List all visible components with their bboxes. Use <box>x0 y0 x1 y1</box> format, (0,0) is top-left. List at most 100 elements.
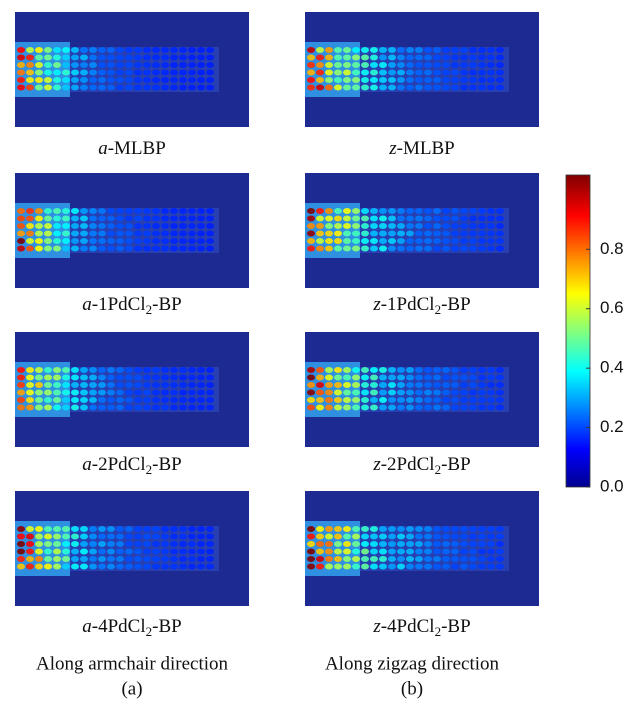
intensity-spot <box>125 389 133 396</box>
intensity-spot <box>62 84 70 91</box>
intensity-spot <box>35 533 43 540</box>
intensity-spot <box>415 77 423 83</box>
intensity-spot <box>469 541 477 547</box>
intensity-spot <box>35 245 43 252</box>
intensity-spot <box>62 548 70 555</box>
intensity-spot <box>116 69 124 76</box>
intensity-spot <box>53 84 61 91</box>
intensity-spot <box>35 230 43 237</box>
intensity-spot <box>343 548 351 555</box>
intensity-spot <box>17 397 25 403</box>
intensity-spot <box>478 238 486 244</box>
intensity-spot <box>98 556 106 562</box>
intensity-spot <box>179 238 187 244</box>
intensity-spot <box>35 374 43 381</box>
intensity-spot <box>206 397 214 403</box>
intensity-spot <box>460 238 468 244</box>
intensity-spot <box>334 54 342 61</box>
intensity-spot <box>17 404 25 411</box>
intensity-spot <box>379 526 387 532</box>
intensity-spot <box>388 54 396 61</box>
intensity-spot <box>352 223 360 229</box>
intensity-spot <box>406 541 414 547</box>
intensity-spot <box>44 389 52 396</box>
intensity-spot <box>17 526 25 532</box>
intensity-spot <box>143 563 151 570</box>
intensity-spot <box>206 223 214 229</box>
intensity-spot <box>424 541 432 547</box>
intensity-spot <box>433 404 441 411</box>
intensity-spot <box>478 548 486 555</box>
intensity-spot <box>316 367 324 373</box>
intensity-spot <box>469 208 477 214</box>
intensity-spot <box>134 548 142 555</box>
intensity-spot <box>379 62 387 68</box>
intensity-spot <box>496 77 504 83</box>
intensity-spot <box>334 382 342 388</box>
intensity-spot <box>116 62 124 68</box>
intensity-spot <box>89 245 97 252</box>
intensity-spot <box>460 208 468 214</box>
intensity-spot <box>35 526 43 532</box>
intensity-spot <box>397 47 405 53</box>
intensity-spot <box>460 397 468 403</box>
intensity-spot <box>143 404 151 411</box>
intensity-spot <box>197 245 205 252</box>
intensity-spot <box>197 230 205 237</box>
intensity-spot <box>460 541 468 547</box>
intensity-spot <box>26 230 34 237</box>
intensity-spot <box>406 382 414 388</box>
intensity-spot <box>188 238 196 244</box>
intensity-spot <box>197 374 205 381</box>
intensity-spot <box>352 533 360 540</box>
intensity-spot <box>343 230 351 237</box>
intensity-spot <box>370 382 378 388</box>
intensity-spot <box>442 382 450 388</box>
intensity-spot <box>125 541 133 547</box>
intensity-spot <box>379 230 387 237</box>
colorbar-tick-label: 0.6 <box>600 298 624 317</box>
intensity-spot <box>487 230 495 237</box>
intensity-spot <box>352 62 360 68</box>
intensity-spot <box>170 84 178 91</box>
intensity-spot <box>460 62 468 68</box>
intensity-spot <box>143 54 151 61</box>
intensity-spot <box>379 208 387 214</box>
intensity-spot <box>26 62 34 68</box>
intensity-spot <box>370 533 378 540</box>
intensity-spot <box>116 382 124 388</box>
intensity-spot <box>424 245 432 252</box>
intensity-spot <box>62 215 70 222</box>
intensity-spot <box>370 208 378 214</box>
intensity-spot <box>433 215 441 222</box>
intensity-spot <box>451 541 459 547</box>
intensity-spot <box>26 563 34 570</box>
intensity-spot <box>496 374 504 381</box>
intensity-spot <box>442 548 450 555</box>
intensity-spot <box>496 230 504 237</box>
intensity-spot <box>152 84 160 91</box>
intensity-spot <box>98 77 106 83</box>
intensity-spot <box>442 230 450 237</box>
intensity-spot <box>487 62 495 68</box>
intensity-spot <box>125 533 133 540</box>
intensity-spot <box>316 245 324 252</box>
intensity-spot <box>343 563 351 570</box>
intensity-spot <box>406 54 414 61</box>
label-text: -MLBP <box>397 138 455 159</box>
intensity-spot <box>161 548 169 555</box>
label-suffix: -BP <box>152 294 182 315</box>
intensity-spot <box>125 367 133 373</box>
intensity-spot <box>334 223 342 229</box>
intensity-spot <box>179 215 187 222</box>
intensity-spot <box>89 230 97 237</box>
intensity-spot <box>496 215 504 222</box>
intensity-spot <box>325 245 333 252</box>
intensity-spot <box>98 47 106 53</box>
intensity-spot <box>107 215 115 222</box>
intensity-spot <box>451 238 459 244</box>
colorbar <box>565 174 591 488</box>
intensity-spot <box>343 54 351 61</box>
intensity-spot <box>388 238 396 244</box>
intensity-spot <box>206 69 214 76</box>
